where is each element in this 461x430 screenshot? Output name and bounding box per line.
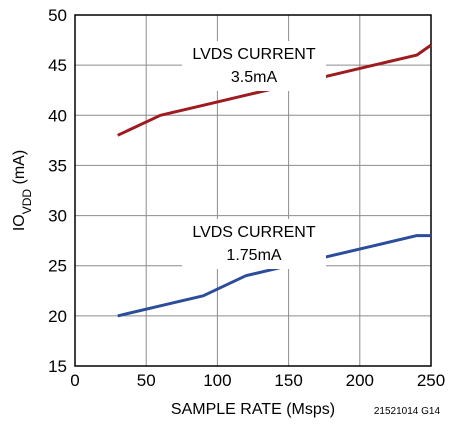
x-tick-label: 200: [346, 371, 374, 390]
x-tick-label: 250: [417, 371, 445, 390]
annotations: LVDS CURRENT 3.5mA LVDS CURRENT 1.75mA: [182, 41, 326, 269]
y-axis-title-unit: (mA): [11, 150, 28, 189]
annotation-line1: LVDS CURRENT: [192, 224, 316, 241]
y-tick-labels: 15 20 25 30 35 40 45 50: [48, 6, 67, 376]
x-tick-labels: 0 50 100 150 200 250: [70, 371, 445, 390]
annotation-line2: 1.75mA: [226, 247, 281, 264]
y-tick-label: 20: [48, 307, 67, 326]
y-tick-label: 50: [48, 6, 67, 25]
x-tick-label: 0: [70, 371, 79, 390]
annotation-line2: 3.5mA: [231, 69, 278, 86]
y-tick-label: 25: [48, 257, 67, 276]
x-axis-title: SAMPLE RATE (Msps): [171, 401, 335, 418]
y-tick-label: 40: [48, 106, 67, 125]
y-tick-label: 30: [48, 207, 67, 226]
y-axis-title-subscript: VDD: [20, 189, 34, 215]
y-axis-title: IOVDD (mA): [11, 150, 34, 231]
y-tick-label: 45: [48, 56, 67, 75]
y-tick-label: 35: [48, 156, 67, 175]
figure-id: 21521014 G14: [374, 406, 441, 417]
y-tick-label: 15: [48, 357, 67, 376]
x-tick-label: 150: [274, 371, 302, 390]
annotation-line1: LVDS CURRENT: [192, 46, 316, 63]
x-tick-label: 100: [203, 371, 231, 390]
x-tick-label: 50: [137, 371, 156, 390]
y-axis-title-main: IO: [11, 214, 28, 231]
